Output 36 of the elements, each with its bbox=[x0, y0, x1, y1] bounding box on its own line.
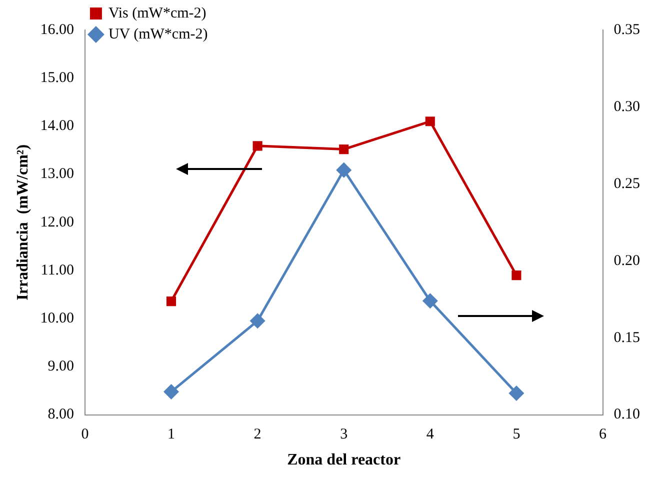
y-tick-label: 10.00 bbox=[40, 310, 74, 327]
y-tick-label: 15.00 bbox=[40, 70, 74, 86]
legend-label: Vis (mW*cm-2) bbox=[108, 5, 206, 22]
x-tick-label: 0 bbox=[81, 426, 89, 443]
point bbox=[512, 270, 522, 280]
y2-tick-label: 0.30 bbox=[614, 98, 640, 115]
legend-label: UV (mW*cm-2) bbox=[108, 26, 208, 42]
point bbox=[509, 386, 524, 400]
x-tick-label: 5 bbox=[512, 426, 520, 443]
x-tick-label: 6 bbox=[599, 426, 607, 443]
point bbox=[422, 294, 438, 308]
point bbox=[166, 296, 176, 306]
y2-tick-label: 0.20 bbox=[614, 252, 640, 269]
y-tick-label: 13.00 bbox=[40, 166, 74, 182]
y-tick-label: 8.00 bbox=[48, 406, 74, 423]
y2-tick-label: 0.35 bbox=[614, 22, 640, 38]
x-tick-label: 3 bbox=[340, 426, 348, 443]
point bbox=[164, 384, 178, 399]
point bbox=[250, 314, 265, 328]
y2-tick-label: 0.15 bbox=[614, 330, 640, 346]
y-tick-label: 9.00 bbox=[48, 358, 74, 375]
y-tick-label: 14.00 bbox=[40, 118, 74, 134]
x-axis-title: Zona del reactor bbox=[287, 452, 401, 469]
y-tick-label: 12.00 bbox=[40, 214, 74, 230]
y-tick-label: 11.00 bbox=[40, 262, 74, 278]
point bbox=[252, 141, 262, 151]
x-tick-label: 4 bbox=[426, 426, 434, 443]
point bbox=[336, 162, 352, 178]
y-tick-label: 16.00 bbox=[40, 22, 74, 38]
point bbox=[425, 116, 435, 126]
y-axis-title: Irradiancia (mW/cm²) bbox=[14, 144, 32, 300]
y2-tick-label: 0.10 bbox=[614, 406, 640, 423]
x-tick-label: 1 bbox=[168, 426, 175, 443]
x-tick-label: 2 bbox=[254, 426, 262, 443]
point bbox=[339, 144, 349, 154]
y2-tick-label: 0.25 bbox=[614, 176, 640, 192]
